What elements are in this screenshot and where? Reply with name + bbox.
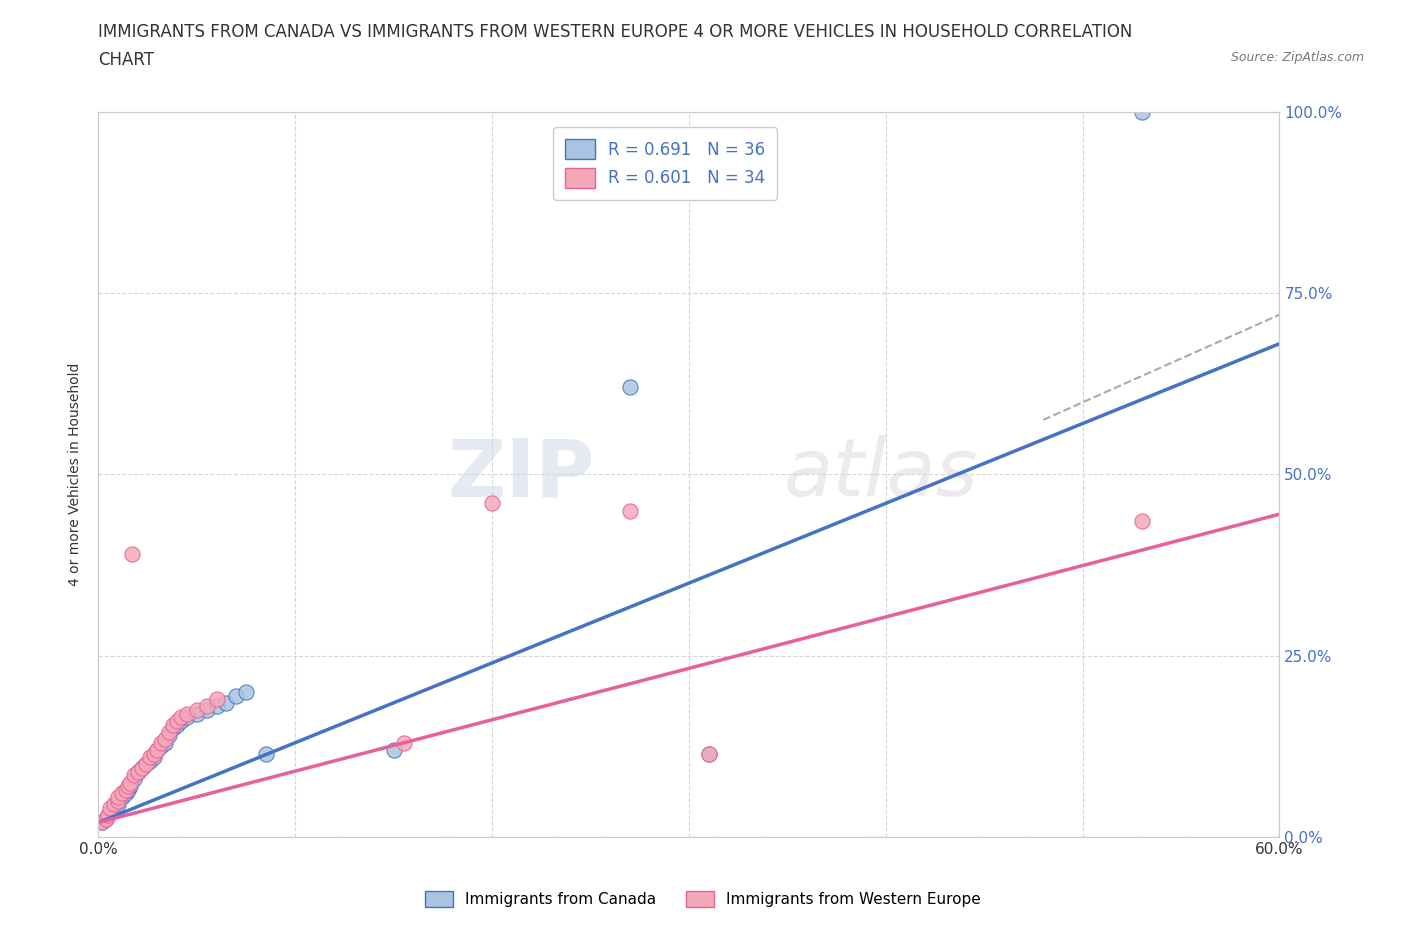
Point <box>118 776 141 790</box>
Point <box>117 778 139 793</box>
Text: CHART: CHART <box>98 51 155 69</box>
Point <box>170 713 193 728</box>
Point <box>150 736 173 751</box>
Text: IMMIGRANTS FROM CANADA VS IMMIGRANTS FROM WESTERN EUROPE 4 OR MORE VEHICLES IN H: IMMIGRANTS FROM CANADA VS IMMIGRANTS FRO… <box>98 23 1133 41</box>
Point <box>619 379 641 394</box>
Text: ZIP: ZIP <box>447 435 595 513</box>
Point <box>117 782 139 797</box>
Point <box>205 699 228 714</box>
Point <box>1130 104 1153 119</box>
Point <box>97 808 120 823</box>
Point <box>619 503 641 518</box>
Text: atlas: atlas <box>783 435 979 513</box>
Point <box>205 692 228 707</box>
Point <box>1130 514 1153 529</box>
Point <box>195 703 218 718</box>
Point <box>98 801 121 816</box>
Point <box>157 724 180 739</box>
Point <box>115 782 138 797</box>
Point <box>254 746 277 761</box>
Point <box>122 772 145 787</box>
Point <box>96 811 118 827</box>
Point <box>107 793 129 808</box>
Point <box>138 750 160 764</box>
Point <box>118 778 141 793</box>
Point <box>135 757 157 772</box>
Point <box>162 717 184 732</box>
Point <box>97 808 120 823</box>
Point <box>146 742 169 757</box>
Point <box>155 732 177 747</box>
Point <box>176 706 198 721</box>
Y-axis label: 4 or more Vehicles in Household: 4 or more Vehicles in Household <box>69 363 83 586</box>
Point <box>98 804 121 819</box>
Legend: Immigrants from Canada, Immigrants from Western Europe: Immigrants from Canada, Immigrants from … <box>419 884 987 913</box>
Point <box>142 746 165 761</box>
Point <box>142 750 165 764</box>
Point <box>115 786 138 801</box>
Point <box>166 713 188 728</box>
Point <box>382 742 405 757</box>
Point <box>103 801 125 816</box>
Point <box>107 793 129 808</box>
Point <box>138 753 160 768</box>
Point <box>96 811 118 827</box>
Point <box>131 761 153 776</box>
Point <box>107 797 129 812</box>
Point <box>111 786 134 801</box>
Point <box>697 746 720 761</box>
Point <box>186 706 208 721</box>
Point <box>162 721 184 736</box>
Point <box>697 746 720 761</box>
Point <box>392 736 415 751</box>
Point <box>186 703 208 718</box>
Point <box>111 790 134 804</box>
Text: Source: ZipAtlas.com: Source: ZipAtlas.com <box>1230 51 1364 64</box>
Point <box>166 717 188 732</box>
Point <box>146 742 169 757</box>
Point <box>122 768 145 783</box>
Point <box>235 684 257 699</box>
Point <box>225 688 247 703</box>
Point <box>155 736 177 751</box>
Point <box>127 764 149 779</box>
Point <box>103 797 125 812</box>
Point <box>91 815 114 830</box>
Legend: R = 0.691   N = 36, R = 0.601   N = 34: R = 0.691 N = 36, R = 0.601 N = 34 <box>554 127 778 200</box>
Point <box>131 761 153 776</box>
Point <box>481 496 503 511</box>
Point <box>91 815 114 830</box>
Point <box>121 547 143 562</box>
Point <box>150 738 173 753</box>
Point <box>176 710 198 724</box>
Point <box>127 764 149 779</box>
Point <box>135 757 157 772</box>
Point <box>107 790 129 804</box>
Point <box>195 699 218 714</box>
Point <box>157 728 180 743</box>
Point <box>215 696 238 711</box>
Point <box>170 710 193 724</box>
